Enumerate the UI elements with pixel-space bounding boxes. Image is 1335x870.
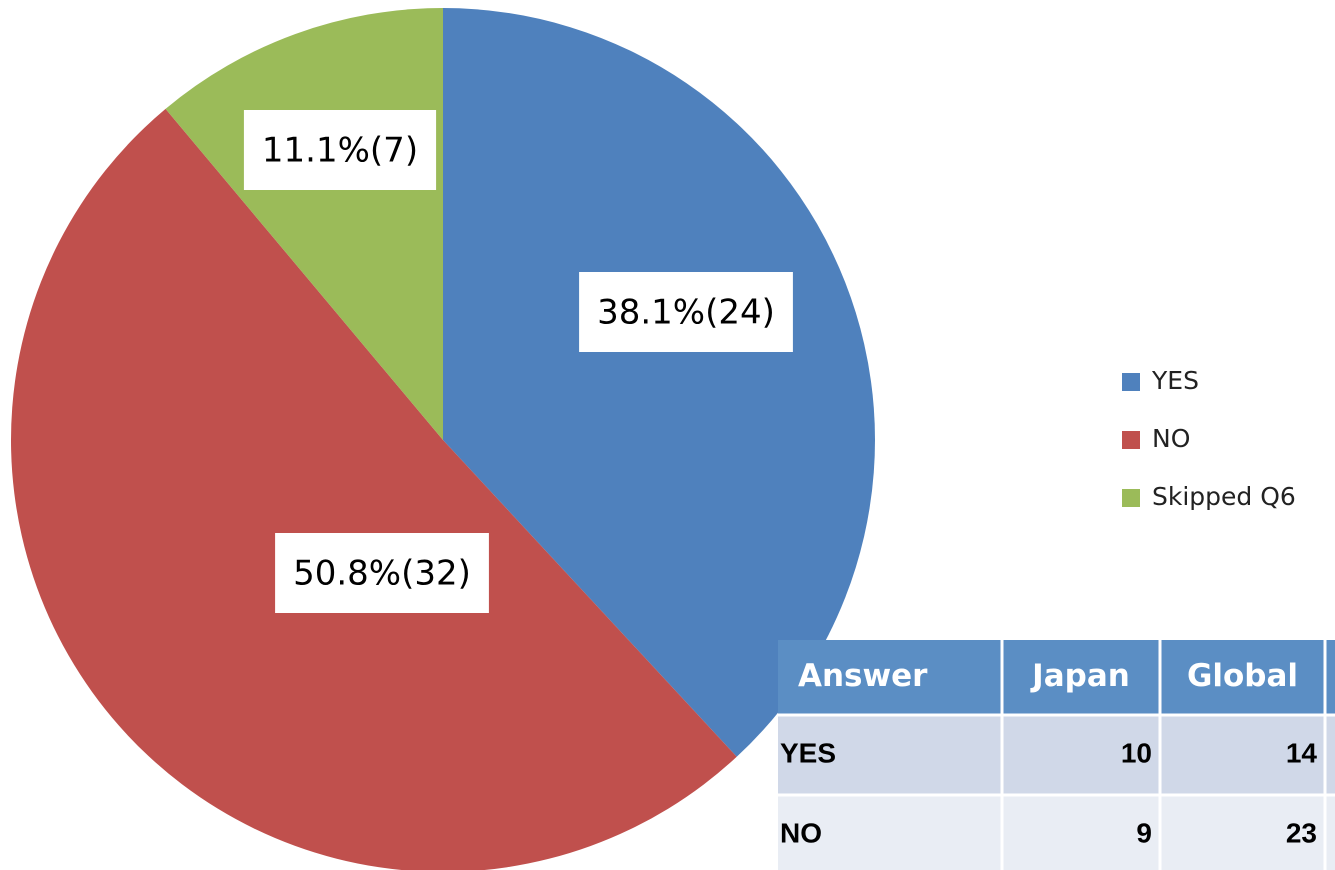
table-header-bg (778, 640, 1335, 715)
data-label: 50.8%(32) (293, 554, 471, 594)
legend-label: YES (1151, 366, 1199, 395)
table-cell: NO (780, 817, 822, 848)
data-label-box (243, 110, 437, 190)
legend-label: NO (1152, 424, 1190, 453)
legend-swatch (1122, 431, 1140, 449)
data-label-box (579, 272, 793, 352)
pie-slice (443, 8, 875, 757)
data-label: 38.1%(24) (597, 293, 775, 333)
pie-slice (11, 108, 737, 870)
table-cell: 23 (1286, 817, 1317, 848)
table-header: Japan (1030, 658, 1130, 694)
table-cell: 10 (1121, 737, 1152, 768)
table-header: Global (1187, 658, 1298, 694)
table-row-bg (778, 715, 1335, 795)
data-label: 11.1%(7) (262, 131, 418, 171)
table-cell: YES (780, 737, 836, 768)
legend-swatch (1122, 373, 1140, 391)
data-label-box (275, 533, 489, 613)
table-header: Answer (798, 658, 928, 694)
legend-swatch (1122, 489, 1140, 507)
table-cell: 9 (1136, 817, 1152, 848)
table-row-bg (778, 795, 1335, 870)
table-cell: 14 (1286, 737, 1318, 768)
legend-label: Skipped Q6 (1152, 482, 1296, 511)
